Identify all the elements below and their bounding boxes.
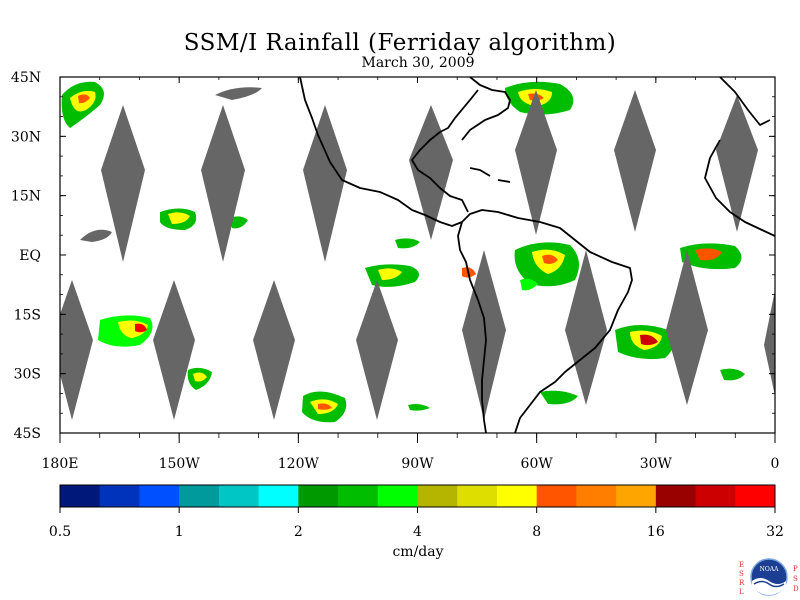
lon-label: 120W bbox=[278, 456, 320, 472]
colorbar-tick-label: 16 bbox=[647, 524, 665, 540]
colorbar-swatch bbox=[218, 485, 260, 507]
logo-letter-r: R bbox=[739, 579, 745, 587]
lon-label: 0 bbox=[771, 456, 780, 472]
colorbar-tick-label: 8 bbox=[532, 524, 541, 540]
colorbar-swatch bbox=[735, 485, 776, 507]
noaa-logo: E S R L P S D NOAA bbox=[738, 557, 800, 599]
colorbar-swatch bbox=[338, 485, 379, 507]
lat-label: 15S bbox=[14, 307, 41, 323]
colorbar-swatch bbox=[457, 485, 498, 507]
coastlines bbox=[299, 77, 775, 433]
colorbar-swatch bbox=[258, 485, 299, 507]
map-date: March 30, 2009 bbox=[361, 55, 475, 71]
lon-label: 60W bbox=[521, 456, 554, 472]
colorbar-swatch bbox=[496, 485, 538, 507]
lon-label: 30W bbox=[640, 456, 673, 472]
lat-label: EQ bbox=[19, 248, 41, 264]
colorbar-swatch bbox=[298, 485, 339, 507]
lat-label: 30S bbox=[14, 367, 41, 383]
colorbar-tick-label: 2 bbox=[294, 524, 303, 540]
rain-areas bbox=[61, 81, 745, 423]
lat-label: 30N bbox=[11, 129, 41, 145]
lon-label: 90W bbox=[401, 456, 434, 472]
lon-label: 150W bbox=[159, 456, 201, 472]
colorbar: 0.5 1 2 4 8 16 32 cm/day bbox=[49, 484, 784, 560]
lat-label: 45S bbox=[14, 426, 41, 442]
lon-label: 180E bbox=[42, 456, 79, 472]
colorbar-swatch bbox=[655, 485, 697, 507]
logo-letter-d: D bbox=[793, 585, 799, 593]
colorbar-swatch bbox=[616, 485, 657, 507]
colorbar-swatch bbox=[417, 485, 458, 507]
longitude-axis: 180E 150W 120W 90W 60W 30W 0 bbox=[42, 77, 780, 472]
latitude-axis: 45N 30N 15N EQ 15S 30S 45S bbox=[11, 70, 775, 442]
colorbar-tick-label: 4 bbox=[413, 524, 422, 540]
colorbar-swatch bbox=[99, 485, 140, 507]
map-title: SSM/I Rainfall (Ferriday algorithm) bbox=[183, 30, 617, 56]
logo-letter-e: E bbox=[739, 561, 744, 569]
logo-letter-s: S bbox=[739, 570, 744, 578]
logo-letter-s2: S bbox=[793, 575, 798, 583]
colorbar-swatch bbox=[695, 485, 736, 507]
colorbar-tick-label: 32 bbox=[766, 524, 784, 540]
satellite-gap-swaths bbox=[60, 87, 775, 420]
colorbar-swatch bbox=[536, 485, 577, 507]
colorbar-swatch bbox=[179, 485, 220, 507]
colorbar-swatch bbox=[60, 485, 101, 507]
colorbar-swatch bbox=[377, 485, 418, 507]
lat-label: 45N bbox=[11, 70, 41, 86]
colorbar-swatch bbox=[139, 485, 180, 507]
logo-letter-l: L bbox=[739, 588, 744, 596]
logo-letter-p: P bbox=[793, 565, 798, 573]
svg-text:NOAA: NOAA bbox=[760, 566, 780, 573]
colorbar-unit-label: cm/day bbox=[392, 544, 443, 560]
lat-label: 15N bbox=[11, 189, 41, 205]
colorbar-tick-label: 0.5 bbox=[49, 524, 71, 540]
colorbar-tick-label: 1 bbox=[175, 524, 184, 540]
colorbar-swatch bbox=[576, 485, 617, 507]
